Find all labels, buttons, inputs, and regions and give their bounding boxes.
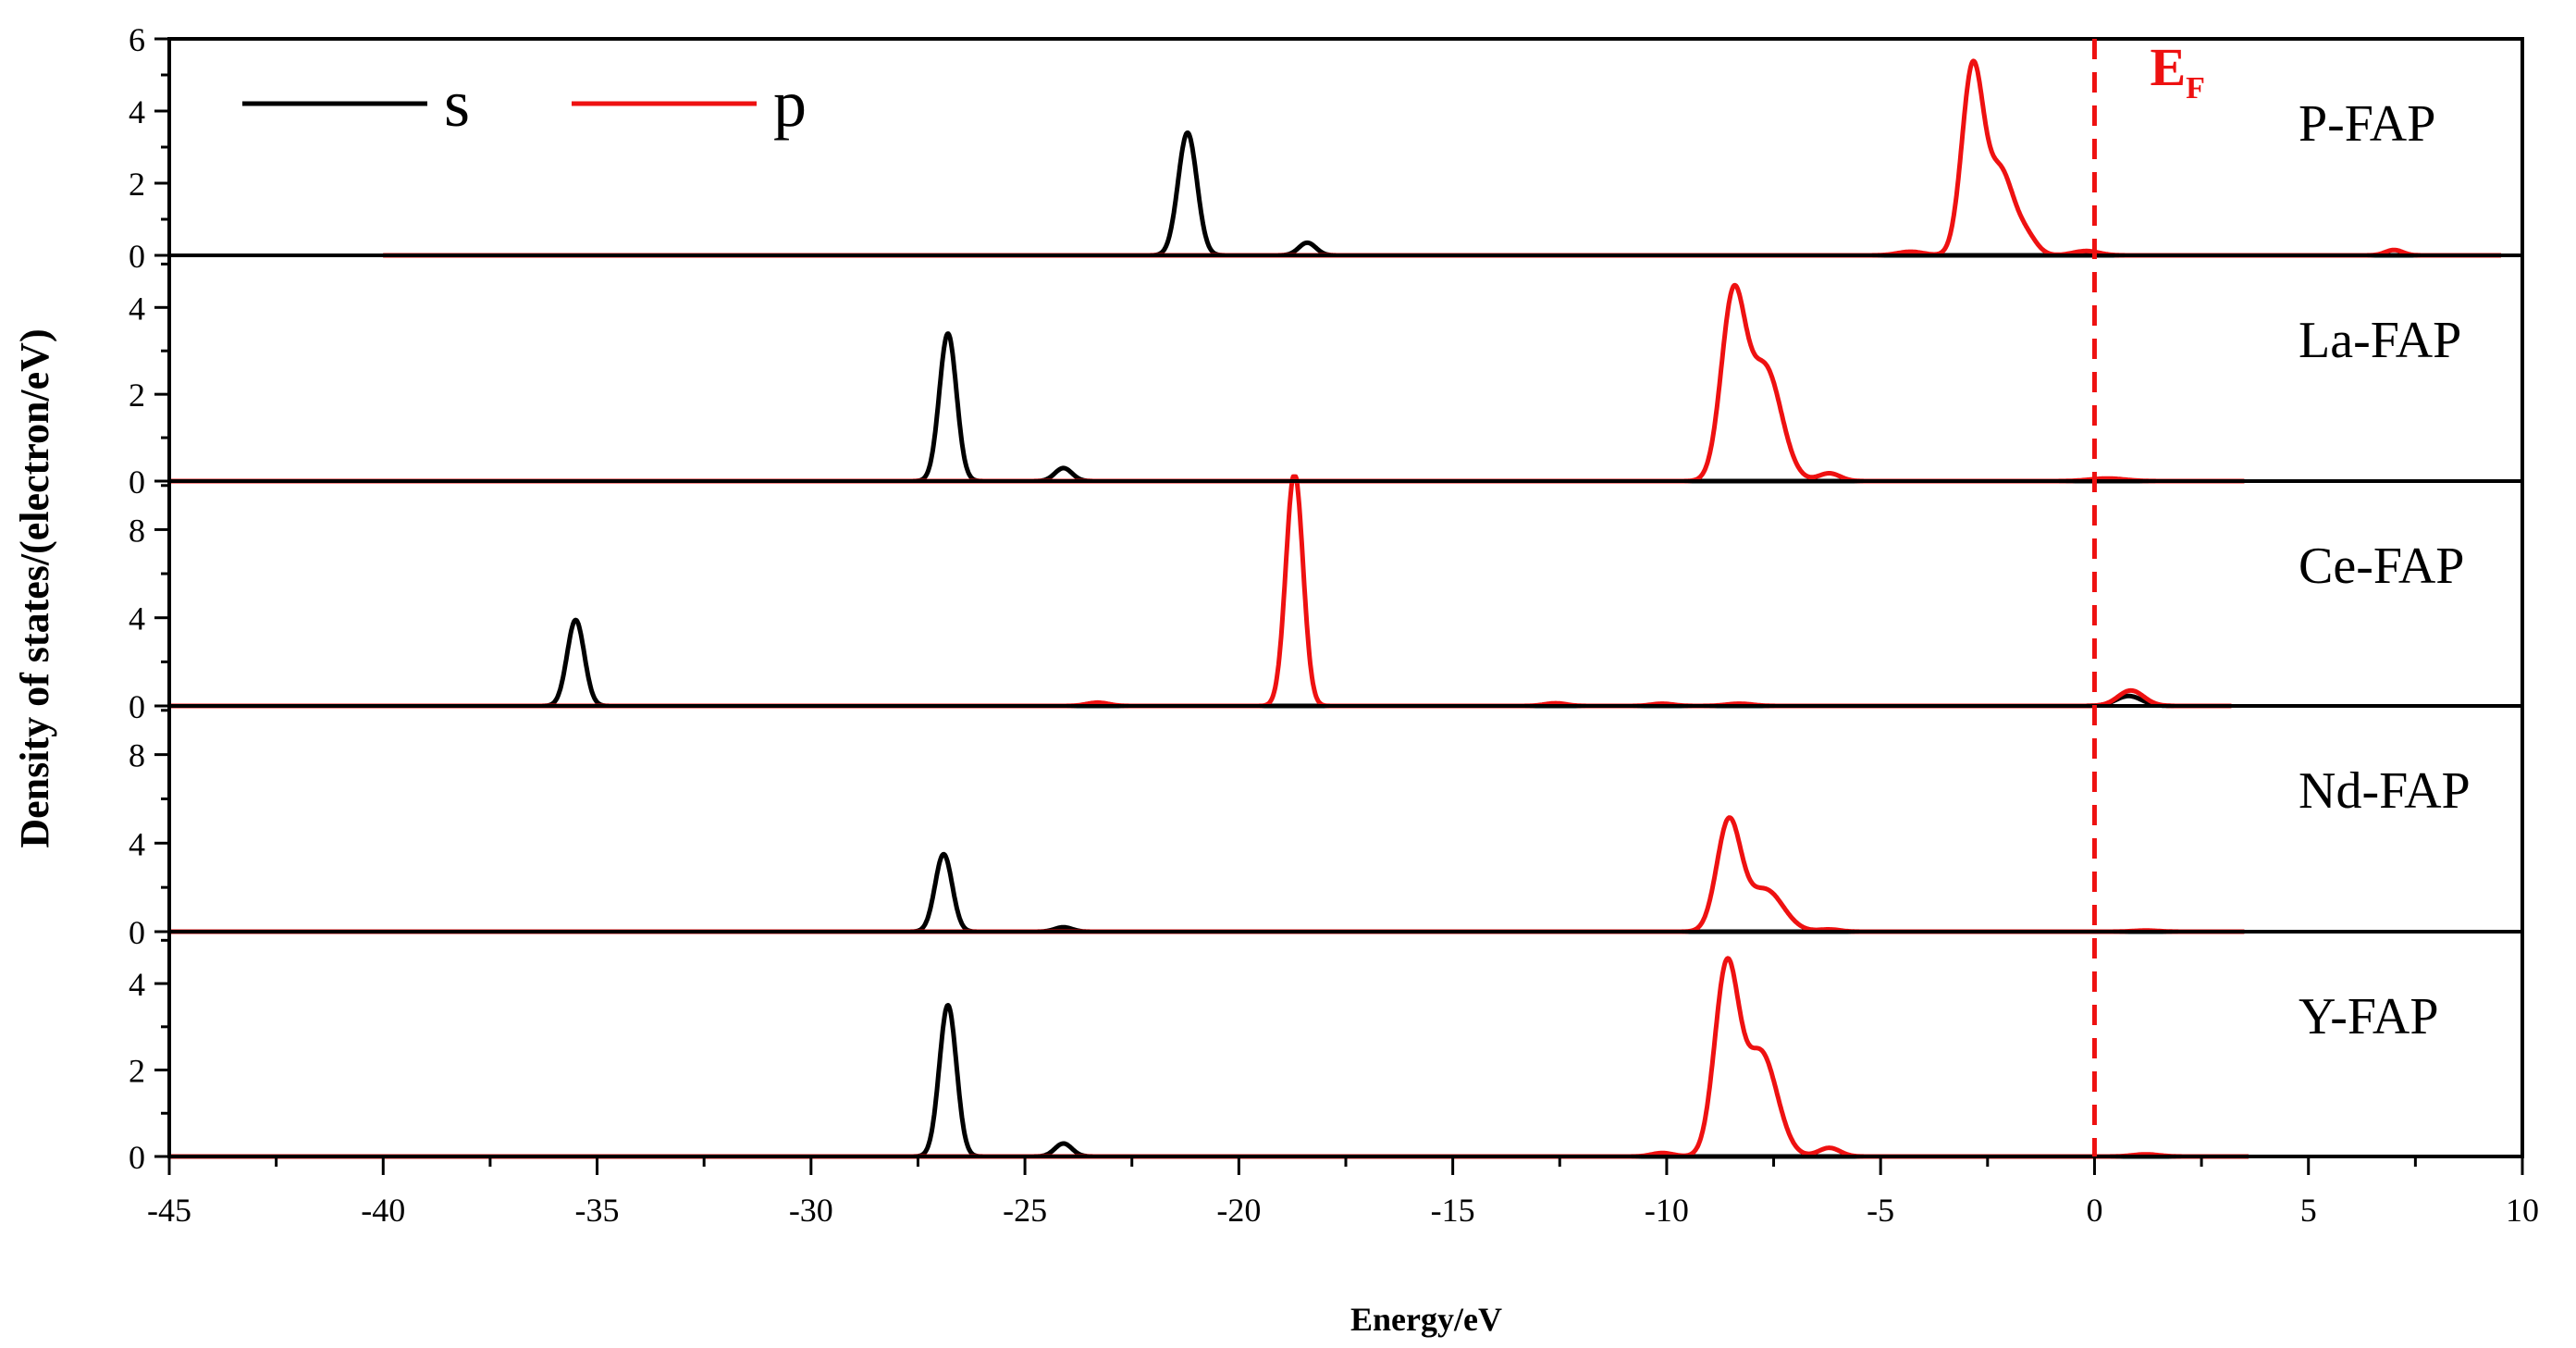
panel-la-fap: 0 2 4 La-FAP	[129, 254, 2524, 501]
y-tick-label: 0	[129, 238, 145, 275]
panels: 0 2 4 6 P-FAP 0 2 4 La-FAP 0 4 8 Ce-FAP 0 4 8 Nd-FAP 0 2 4 Y…	[129, 21, 2524, 1176]
fermi-level-label: EF	[2150, 37, 2204, 105]
y-tick-label: 0	[129, 464, 145, 501]
y-tick-label: 4	[129, 966, 145, 1003]
panel-frame	[167, 254, 2524, 483]
y-tick-label: 2	[129, 166, 145, 203]
x-tick-label: -10	[1645, 1192, 1689, 1229]
x-tick-label: -20	[1216, 1192, 1261, 1229]
panel-label: P-FAP	[2299, 95, 2435, 153]
panel-label: Ce-FAP	[2299, 538, 2464, 595]
y-axis-title: Density of states/(electron/eV)	[12, 328, 57, 847]
y-tick-label: 4	[129, 93, 145, 130]
x-tick-label: 0	[2086, 1192, 2102, 1229]
series-p-line	[167, 815, 2246, 934]
x-tick-label: -15	[1431, 1192, 1475, 1229]
series-p-line	[167, 474, 2233, 709]
series-p-line	[167, 956, 2250, 1159]
x-tick-label: -5	[1867, 1192, 1894, 1229]
y-tick-label: 8	[129, 512, 145, 549]
x-tick-label: 5	[2300, 1192, 2317, 1229]
series-s-line	[167, 1003, 2250, 1159]
series-s-line	[167, 331, 2246, 484]
panel-frame	[167, 479, 2524, 708]
panel-frame	[167, 930, 2524, 1158]
panel-nd-fap: 0 4 8 Nd-FAP	[129, 704, 2524, 951]
series-s-line	[381, 130, 2503, 258]
x-tick-label: -25	[1003, 1192, 1047, 1229]
y-tick-label: 6	[129, 21, 145, 58]
y-tick-label: 2	[129, 1053, 145, 1090]
y-tick-label: 4	[129, 290, 145, 327]
series-s-line	[167, 617, 2233, 709]
panel-label: Y-FAP	[2299, 988, 2438, 1045]
legend-s-label: s	[444, 67, 470, 141]
x-axis: -45 -40 -35 -30 -25 -20 -15 -10 -5 0 5 10	[147, 1156, 2539, 1229]
y-tick-label: 0	[129, 1139, 145, 1176]
panel-frame	[167, 704, 2524, 934]
x-tick-label: -30	[789, 1192, 833, 1229]
y-tick-label: 2	[129, 377, 145, 414]
series-s-line	[167, 851, 2246, 934]
panel-label: Nd-FAP	[2299, 762, 2471, 820]
fermi-level: EF	[2091, 37, 2205, 1156]
panel-label: La-FAP	[2299, 312, 2461, 369]
y-tick-label: 0	[129, 914, 145, 951]
x-tick-label: -45	[147, 1192, 191, 1229]
panel-y-fap: 0 2 4 Y-FAP	[129, 930, 2524, 1176]
x-tick-label: 10	[2506, 1192, 2539, 1229]
x-axis-title: Energy/eV	[1350, 1301, 1502, 1338]
x-tick-label: -40	[361, 1192, 405, 1229]
y-tick-label: 0	[129, 688, 145, 725]
legend-p-label: p	[773, 67, 807, 141]
x-tick-label: -35	[575, 1192, 620, 1229]
y-tick-label: 4	[129, 825, 145, 862]
y-tick-label: 8	[129, 737, 145, 774]
panel-ce-fap: 0 4 8 Ce-FAP	[129, 474, 2524, 725]
y-tick-label: 4	[129, 600, 145, 637]
series-p-line	[167, 282, 2246, 484]
